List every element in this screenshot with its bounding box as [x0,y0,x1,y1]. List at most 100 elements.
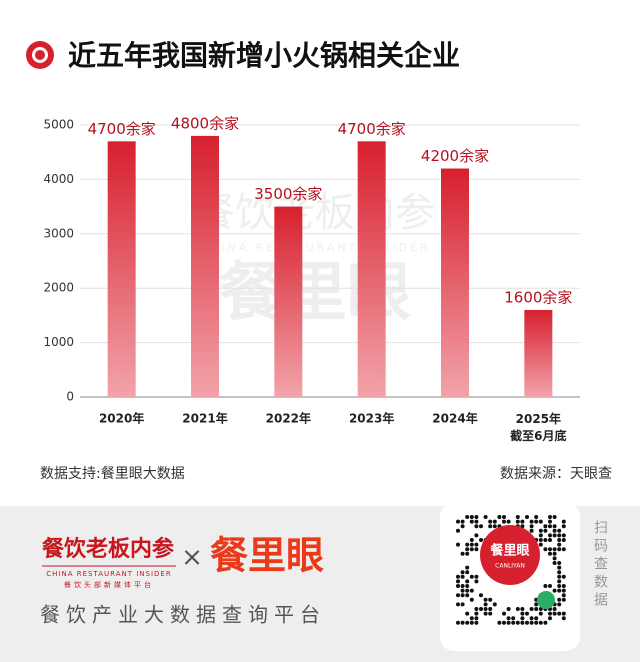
qr-dot [561,533,566,538]
qr-dot [474,611,479,616]
qr-dot [469,542,474,547]
qr-dot [483,607,488,611]
qr-dot [561,588,566,593]
qr-dot [561,574,566,579]
x-tick-label: 2024年 [432,411,477,426]
qr-dot [474,533,479,538]
qr-dot [538,542,543,547]
qr-dot [543,584,548,588]
qr-dot [474,616,479,621]
qr-dot [557,561,562,565]
qr-dot [557,602,562,607]
qr-dot [557,574,562,579]
qr-dot [465,611,470,616]
qr-dot [469,547,474,552]
qr-dot [497,620,502,625]
qr-dot [492,524,497,529]
qr-dot [465,551,470,556]
qr-dot [538,607,543,611]
qr-dot [557,565,562,570]
qr-dot [543,528,548,533]
x-tick-label: 2023年 [349,411,394,426]
plot-area: 0 1000 2000 3000 4000 5000 2020年 4700余家 2021年 480… [43,114,580,443]
x-tick-label: 2025年截至6月底 [510,411,566,443]
qr-dot [465,620,470,625]
qr-dot [456,584,460,588]
qr-dot [506,616,511,621]
data-label: 4800余家 [171,114,239,132]
qr-dot [538,519,543,524]
qr-dot [460,584,465,588]
scan-hint: 扫码查数据 [592,520,608,610]
qr-dot [456,602,460,607]
qr-dot [460,570,465,575]
y-tick-label: 5000 [43,118,74,132]
qr-dot [479,538,483,542]
data-label: 4700余家 [338,120,406,138]
x-tick-label: 2022年 [266,411,311,426]
qr-dot [548,611,552,616]
y-tick-label: 2000 [43,281,74,295]
qr-dot [557,570,562,575]
qr-logo-badge [480,525,540,585]
x-tick-label: 2021年 [182,411,227,426]
qr-dot [557,611,562,616]
qr-dot [483,597,488,602]
source-note: 数据来源：天眼查 [500,466,612,482]
qr-dot [465,542,470,547]
qr-dot [460,602,465,607]
qr-dot [552,611,557,616]
qr-dot [479,593,483,598]
qr-dot [557,579,562,584]
qr-dot [548,533,552,538]
qr-dot [465,570,470,575]
qr-logo-en: CANLIYAN [495,563,525,570]
qr-dot [520,519,525,524]
bar [357,141,386,397]
bar [191,135,219,397]
qr-dot [502,515,506,519]
data-label: 1600余家 [504,288,572,306]
qr-dot [538,611,543,616]
watermark-brand: 餐饮老板内参 [195,190,435,236]
qr-dot [460,524,465,529]
qr-dot [511,620,516,625]
qr-dot [479,607,483,611]
qr-dot [552,556,557,561]
qr-dot [465,579,470,584]
qr-dot [548,524,552,529]
data-label: 4700余家 [88,120,156,138]
qr-dot [520,616,525,621]
qr-dot [488,607,493,611]
qr-dot [492,602,497,607]
x-tick-label-line: 截至6月底 [510,428,566,443]
qr-dot [474,542,479,547]
qr-dot [548,547,552,552]
qr-dot [543,547,548,552]
qr-dot [474,515,479,519]
qr-dot [552,533,557,538]
bar [107,141,136,397]
qr-dot [465,547,470,552]
qr-dot [552,551,557,556]
qr-dot [460,574,465,579]
qr-dot [561,597,566,602]
x-tick-label-line: 2025年 [516,411,561,426]
qr-dot [534,607,539,611]
support-note: 数据支持:餐里眼大数据 [40,466,185,482]
qr-dot [520,620,525,625]
qr-dot [548,519,552,524]
qr-dot [474,547,479,552]
banner-brand-tag: 餐饮头部新媒体平台 [64,580,154,589]
qr-dot [548,538,552,542]
y-tick-label: 4000 [43,172,74,186]
qr-dot [456,542,460,547]
y-tick-label: 1000 [43,335,74,349]
qr-dot [552,524,557,529]
watermark-subtitle: CHINA RESTAURANT INSIDER [199,241,430,254]
qr-dot [456,528,460,533]
qr-dot [474,607,479,611]
qr-dot [548,515,552,519]
bar [274,206,303,397]
qr-dot [561,616,566,621]
